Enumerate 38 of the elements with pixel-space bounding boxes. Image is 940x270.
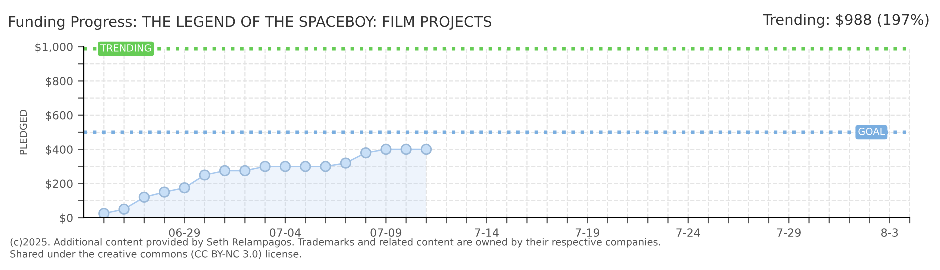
point <box>300 161 312 172</box>
chart-subtitle: Trending: $988 (197%) <box>763 14 929 28</box>
point <box>400 144 412 156</box>
point <box>138 192 150 204</box>
x-tick-label: 8-3 <box>882 228 898 238</box>
chart-title: Funding Progress: THE LEGEND OF THE SPACEBOY: FILM PROJECTS <box>9 16 492 30</box>
y-tick-label: $400 <box>46 145 73 156</box>
x-tick-label: 7-24 <box>676 228 700 237</box>
x-tick-label: 07-09 <box>370 228 402 238</box>
point <box>260 161 271 172</box>
y-tick-label: $800 <box>46 76 73 88</box>
x-tick-label: 7-29 <box>777 228 801 238</box>
y-tick-label: $200 <box>46 180 73 190</box>
x-tick-label: 7-19 <box>576 228 600 238</box>
point <box>98 208 110 218</box>
point <box>340 158 352 169</box>
point <box>360 147 372 159</box>
text: (c)2025. Additional content provided by Seth Relampagos. Trademarks and related content are owned by their respective companies. <box>10 238 660 248</box>
point <box>219 165 231 177</box>
ref-line-label: GOAL <box>858 128 886 136</box>
y-tick-label: $600 <box>46 111 73 122</box>
point <box>240 165 251 177</box>
y-tick-label: $1,000 <box>36 42 73 53</box>
point <box>320 161 332 172</box>
x-tick-label: 06-29 <box>169 228 200 238</box>
x-tick-label: 7-14 <box>475 228 499 237</box>
y-tick-label: $0 <box>60 214 73 224</box>
x-tick-label: 07-04 <box>270 228 301 238</box>
text: Shared under the creative commons (CC BY-NC 3.0) license. <box>10 250 302 259</box>
point <box>280 161 292 172</box>
point <box>179 182 190 194</box>
point <box>199 170 210 181</box>
point <box>380 144 392 156</box>
ref-line-label: TRENDING <box>100 44 151 52</box>
point <box>118 204 130 216</box>
y-axis-title: PLEDGED <box>20 110 28 155</box>
point <box>159 186 170 198</box>
point <box>420 144 432 156</box>
